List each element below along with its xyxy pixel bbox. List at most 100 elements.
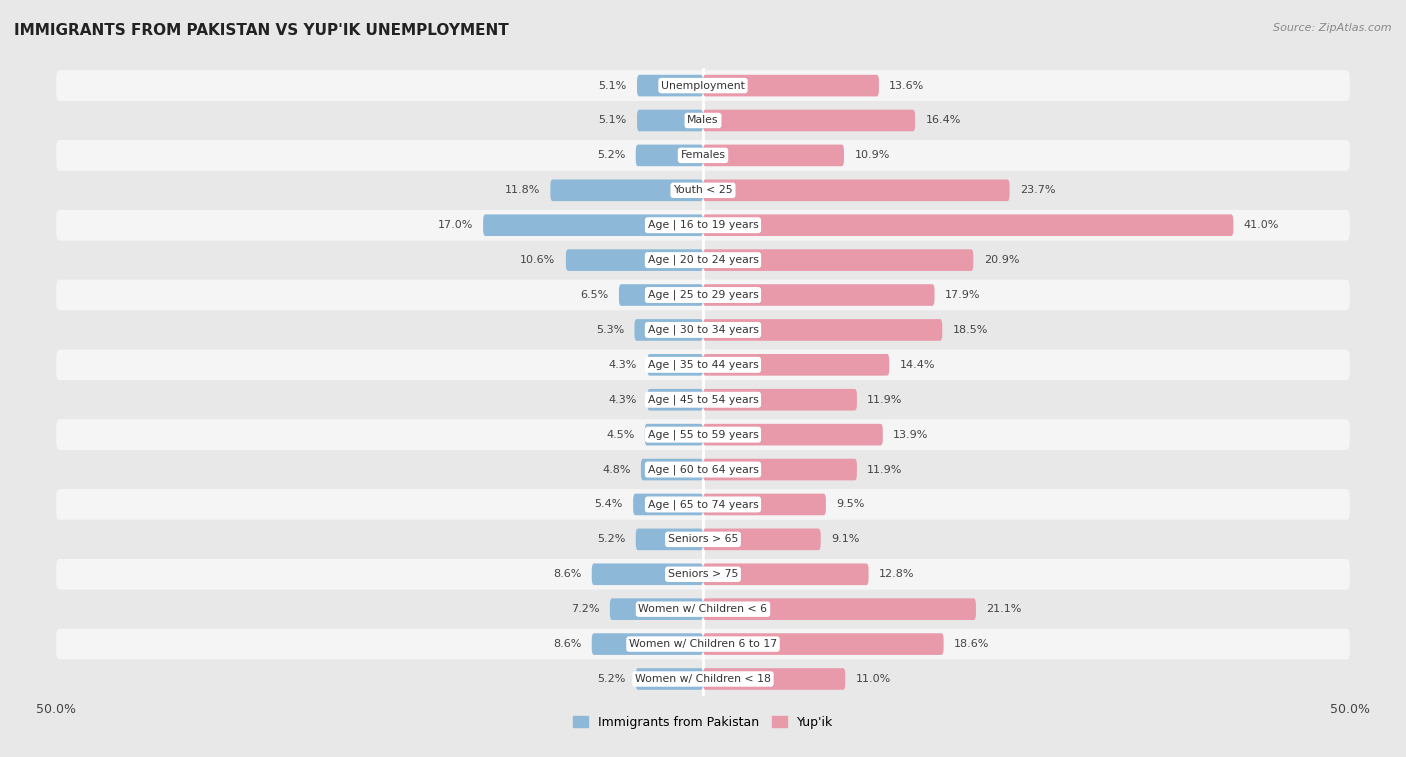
FancyBboxPatch shape — [56, 664, 1350, 694]
FancyBboxPatch shape — [56, 385, 1350, 415]
FancyBboxPatch shape — [636, 668, 703, 690]
Text: Age | 65 to 74 years: Age | 65 to 74 years — [648, 499, 758, 509]
Text: Age | 25 to 29 years: Age | 25 to 29 years — [648, 290, 758, 301]
FancyBboxPatch shape — [56, 419, 1350, 450]
FancyBboxPatch shape — [56, 245, 1350, 276]
Text: 5.3%: 5.3% — [596, 325, 624, 335]
FancyBboxPatch shape — [703, 249, 973, 271]
FancyBboxPatch shape — [633, 494, 703, 516]
FancyBboxPatch shape — [647, 354, 703, 375]
FancyBboxPatch shape — [565, 249, 703, 271]
FancyBboxPatch shape — [703, 214, 1233, 236]
FancyBboxPatch shape — [637, 110, 703, 131]
FancyBboxPatch shape — [703, 528, 821, 550]
Text: 9.1%: 9.1% — [831, 534, 859, 544]
FancyBboxPatch shape — [703, 494, 825, 516]
Text: Age | 45 to 54 years: Age | 45 to 54 years — [648, 394, 758, 405]
Text: 18.6%: 18.6% — [953, 639, 990, 649]
Text: 13.6%: 13.6% — [889, 80, 925, 91]
Text: 23.7%: 23.7% — [1019, 185, 1056, 195]
FancyBboxPatch shape — [703, 668, 845, 690]
Text: 11.9%: 11.9% — [868, 394, 903, 405]
FancyBboxPatch shape — [56, 489, 1350, 520]
Text: 5.2%: 5.2% — [598, 534, 626, 544]
Text: 4.8%: 4.8% — [602, 465, 630, 475]
Text: 11.8%: 11.8% — [505, 185, 540, 195]
Text: 21.1%: 21.1% — [986, 604, 1022, 614]
FancyBboxPatch shape — [636, 145, 703, 167]
FancyBboxPatch shape — [703, 145, 844, 167]
FancyBboxPatch shape — [703, 284, 935, 306]
FancyBboxPatch shape — [703, 75, 879, 96]
Text: Females: Females — [681, 151, 725, 160]
Text: 5.4%: 5.4% — [595, 500, 623, 509]
FancyBboxPatch shape — [592, 563, 703, 585]
Text: 4.3%: 4.3% — [609, 360, 637, 370]
Legend: Immigrants from Pakistan, Yup'ik: Immigrants from Pakistan, Yup'ik — [568, 711, 838, 734]
Text: 7.2%: 7.2% — [571, 604, 599, 614]
Text: 10.6%: 10.6% — [520, 255, 555, 265]
FancyBboxPatch shape — [636, 528, 703, 550]
Text: 5.2%: 5.2% — [598, 674, 626, 684]
FancyBboxPatch shape — [703, 354, 889, 375]
FancyBboxPatch shape — [56, 559, 1350, 590]
FancyBboxPatch shape — [56, 70, 1350, 101]
FancyBboxPatch shape — [56, 524, 1350, 555]
FancyBboxPatch shape — [592, 634, 703, 655]
FancyBboxPatch shape — [550, 179, 703, 201]
FancyBboxPatch shape — [703, 563, 869, 585]
FancyBboxPatch shape — [647, 389, 703, 410]
Text: 4.5%: 4.5% — [606, 430, 634, 440]
FancyBboxPatch shape — [56, 593, 1350, 625]
Text: 18.5%: 18.5% — [953, 325, 988, 335]
Text: 6.5%: 6.5% — [581, 290, 609, 300]
Text: Source: ZipAtlas.com: Source: ZipAtlas.com — [1274, 23, 1392, 33]
FancyBboxPatch shape — [703, 598, 976, 620]
FancyBboxPatch shape — [610, 598, 703, 620]
Text: Males: Males — [688, 116, 718, 126]
Text: 12.8%: 12.8% — [879, 569, 914, 579]
FancyBboxPatch shape — [56, 454, 1350, 485]
FancyBboxPatch shape — [56, 629, 1350, 659]
Text: Age | 30 to 34 years: Age | 30 to 34 years — [648, 325, 758, 335]
FancyBboxPatch shape — [637, 75, 703, 96]
Text: Age | 16 to 19 years: Age | 16 to 19 years — [648, 220, 758, 230]
FancyBboxPatch shape — [484, 214, 703, 236]
Text: IMMIGRANTS FROM PAKISTAN VS YUP'IK UNEMPLOYMENT: IMMIGRANTS FROM PAKISTAN VS YUP'IK UNEMP… — [14, 23, 509, 38]
Text: 4.3%: 4.3% — [609, 394, 637, 405]
Text: Age | 60 to 64 years: Age | 60 to 64 years — [648, 464, 758, 475]
Text: 17.9%: 17.9% — [945, 290, 980, 300]
Text: Unemployment: Unemployment — [661, 80, 745, 91]
FancyBboxPatch shape — [703, 110, 915, 131]
FancyBboxPatch shape — [56, 350, 1350, 380]
Text: Youth < 25: Youth < 25 — [673, 185, 733, 195]
Text: 20.9%: 20.9% — [984, 255, 1019, 265]
Text: 8.6%: 8.6% — [553, 569, 582, 579]
Text: Women w/ Children < 6: Women w/ Children < 6 — [638, 604, 768, 614]
FancyBboxPatch shape — [703, 634, 943, 655]
Text: Age | 55 to 59 years: Age | 55 to 59 years — [648, 429, 758, 440]
Text: Women w/ Children 6 to 17: Women w/ Children 6 to 17 — [628, 639, 778, 649]
Text: 5.1%: 5.1% — [599, 116, 627, 126]
Text: Age | 20 to 24 years: Age | 20 to 24 years — [648, 255, 758, 266]
FancyBboxPatch shape — [641, 459, 703, 481]
FancyBboxPatch shape — [703, 389, 856, 410]
FancyBboxPatch shape — [645, 424, 703, 445]
FancyBboxPatch shape — [703, 459, 856, 481]
FancyBboxPatch shape — [634, 319, 703, 341]
Text: 10.9%: 10.9% — [855, 151, 890, 160]
Text: 13.9%: 13.9% — [893, 430, 928, 440]
Text: 5.1%: 5.1% — [599, 80, 627, 91]
FancyBboxPatch shape — [56, 140, 1350, 171]
FancyBboxPatch shape — [703, 424, 883, 445]
FancyBboxPatch shape — [619, 284, 703, 306]
Text: Seniors > 75: Seniors > 75 — [668, 569, 738, 579]
Text: 8.6%: 8.6% — [553, 639, 582, 649]
Text: 9.5%: 9.5% — [837, 500, 865, 509]
Text: Age | 35 to 44 years: Age | 35 to 44 years — [648, 360, 758, 370]
Text: 14.4%: 14.4% — [900, 360, 935, 370]
FancyBboxPatch shape — [703, 319, 942, 341]
Text: 11.9%: 11.9% — [868, 465, 903, 475]
FancyBboxPatch shape — [703, 179, 1010, 201]
Text: 16.4%: 16.4% — [925, 116, 960, 126]
